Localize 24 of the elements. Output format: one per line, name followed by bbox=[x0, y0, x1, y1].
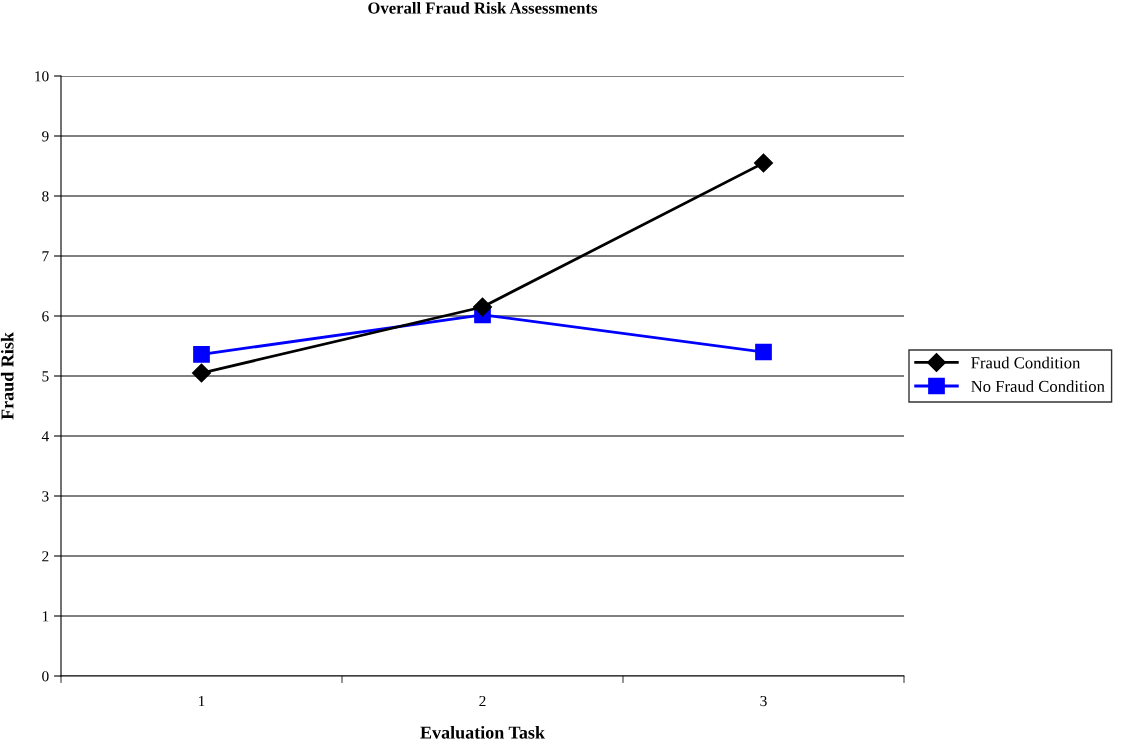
x-tick-label: 2 bbox=[479, 695, 486, 707]
point bbox=[191, 363, 212, 383]
point bbox=[755, 343, 772, 361]
y-tick-label: 0 bbox=[42, 671, 49, 682]
y-tick-label: 2 bbox=[42, 551, 49, 562]
y-tick-label: 4 bbox=[41, 431, 49, 442]
y-tick-label: 6 bbox=[42, 311, 49, 322]
y-tick-label: 5 bbox=[42, 371, 49, 382]
legend-label: No Fraud Condition bbox=[971, 380, 1105, 392]
x-axis-title: Evaluation Task bbox=[420, 725, 545, 739]
point bbox=[753, 153, 774, 173]
y-axis-title: Fraud Risk bbox=[0, 332, 14, 420]
point bbox=[193, 346, 210, 363]
x-tick-label: 3 bbox=[760, 695, 767, 707]
y-tick-label: 9 bbox=[42, 131, 49, 142]
point bbox=[472, 297, 493, 317]
legend-label: Fraud Condition bbox=[971, 356, 1081, 369]
y-tick-label: 3 bbox=[42, 491, 49, 502]
x-tick-label: 1 bbox=[199, 695, 205, 707]
chart-title: Overall Fraud Risk Assessments bbox=[368, 1, 598, 14]
y-tick-label: 10 bbox=[35, 71, 49, 82]
y-tick-label: 7 bbox=[42, 251, 49, 262]
y-tick-label: 1 bbox=[42, 611, 49, 622]
y-tick-label: 8 bbox=[42, 191, 49, 202]
